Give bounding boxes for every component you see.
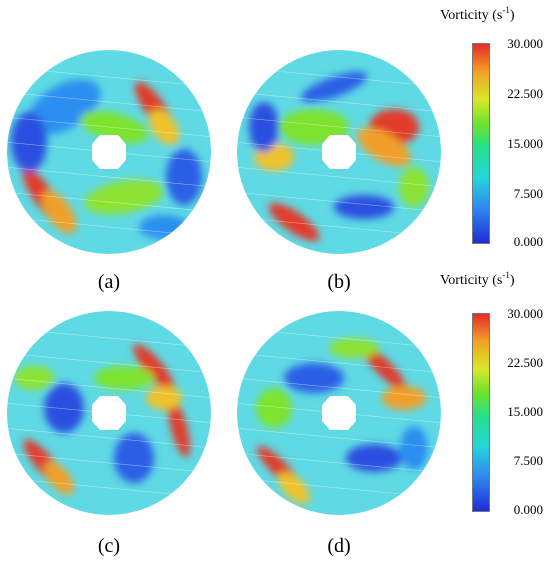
colorbar-title-close: ) bbox=[509, 273, 515, 288]
colorbar-bottom bbox=[472, 313, 490, 512]
colorbar-tick: 7.500 bbox=[513, 453, 543, 468]
colorbar-tick: 0.000 bbox=[513, 234, 543, 249]
panel-label-d: (d) bbox=[327, 535, 351, 557]
vorticity-panel-d bbox=[234, 308, 444, 518]
panel-label-a: (a) bbox=[97, 271, 121, 293]
vorticity-panel-c bbox=[4, 308, 214, 518]
colorbar-tick: 22.500 bbox=[507, 86, 543, 101]
vorticity-panel-a bbox=[4, 47, 214, 257]
colorbar-tick: 30.000 bbox=[507, 36, 543, 51]
vorticity-field-d bbox=[237, 311, 441, 515]
colorbar-title-bottom: Vorticity (s-1) bbox=[440, 270, 515, 289]
colorbar-title-text: Vorticity (s bbox=[440, 8, 503, 23]
colorbar-tick: 0.000 bbox=[513, 502, 543, 517]
colorbar-tick: 7.500 bbox=[513, 186, 543, 201]
colorbar-title-close: ) bbox=[509, 8, 515, 23]
colorbar-tick: 15.000 bbox=[507, 136, 543, 151]
vorticity-panel-b bbox=[234, 47, 444, 257]
colorbar-title-text: Vorticity (s bbox=[440, 273, 503, 288]
colorbar-title-top: Vorticity (s-1) bbox=[440, 5, 515, 24]
colorbar-tick: 15.000 bbox=[507, 404, 543, 419]
vorticity-field-b bbox=[237, 50, 441, 254]
colorbar-title-exponent: -1 bbox=[502, 270, 510, 280]
panel-label-b: (b) bbox=[327, 271, 351, 293]
panel-label-c: (c) bbox=[97, 535, 121, 557]
vorticity-field-c bbox=[7, 311, 211, 515]
colorbar-title-exponent: -1 bbox=[502, 5, 510, 15]
colorbar-tick: 22.500 bbox=[507, 355, 543, 370]
colorbar-tick: 30.000 bbox=[507, 306, 543, 321]
colorbar-top bbox=[472, 43, 490, 244]
vorticity-field-a bbox=[7, 50, 211, 254]
